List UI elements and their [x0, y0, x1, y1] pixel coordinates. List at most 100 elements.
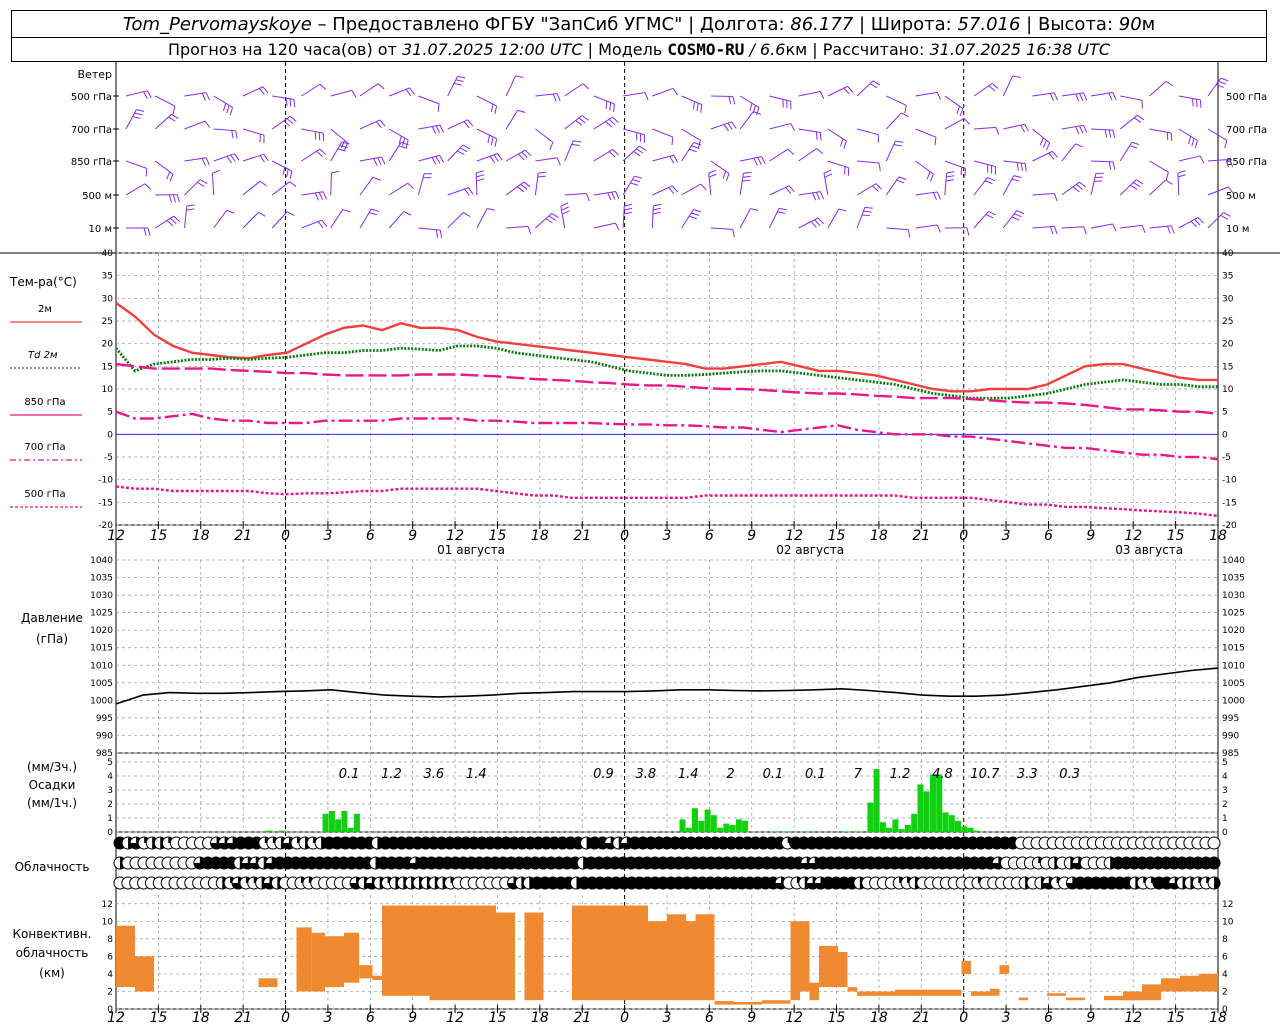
wind-barb-feather — [1187, 136, 1192, 145]
wind-barb-feather — [318, 192, 323, 200]
wind-barb-feather — [258, 88, 265, 95]
wind-barb-feather — [1079, 181, 1087, 188]
wind-barb — [798, 128, 821, 134]
pres-y-tick-right: 1030 — [1222, 591, 1245, 601]
wind-barb-feather — [1141, 225, 1146, 234]
temp-legend-label: Td 2м — [28, 350, 58, 361]
wind-barb-feather — [984, 180, 993, 185]
temp-y-tick: -20 — [98, 521, 113, 531]
wind-barb-feather — [945, 179, 954, 182]
wind-barb-feather — [143, 227, 147, 236]
wind-level-label-right: 500 гПа — [1226, 92, 1267, 103]
wind-barb — [944, 173, 948, 196]
conv-x-tick-label: 12 — [107, 1010, 125, 1024]
alt-label: Высота: — [1037, 14, 1119, 35]
wind-barb-feather — [317, 221, 324, 229]
wind-barb — [388, 128, 409, 141]
wind-barb-feather — [186, 208, 195, 211]
wind-barb-feather — [1051, 151, 1058, 158]
wind-level-label: 500 гПа — [71, 92, 112, 103]
wind-barb — [506, 225, 529, 229]
wind-barb-feather — [817, 217, 824, 225]
conv-y-tick: 0 — [107, 1005, 113, 1015]
wind-barb-feather — [819, 91, 825, 99]
temp-x-tick-label: 6 — [366, 528, 375, 544]
wind-barb-feather — [1170, 225, 1175, 234]
wind-barb — [915, 128, 937, 138]
precip-bar — [729, 825, 736, 832]
wind-barb-feather — [1135, 179, 1144, 185]
temp-y-tick-right: 10 — [1222, 385, 1234, 395]
precip-bar — [341, 811, 348, 832]
wind-barb — [1090, 173, 1097, 196]
conv-bar — [1066, 997, 1085, 1001]
precip-bar — [710, 815, 717, 832]
wind-barb — [476, 128, 497, 140]
wind-barb-feather — [653, 203, 662, 207]
conv-bar — [857, 991, 895, 996]
wind-barb — [476, 153, 498, 162]
temp-x-tick-label: 12 — [446, 528, 464, 544]
prec-y-tick-right: 4 — [1222, 772, 1228, 782]
temp-series-dashed — [115, 362, 1219, 416]
date-label: 01 августа — [437, 543, 505, 557]
wind-barb — [681, 183, 701, 196]
wind-barb-feather — [823, 169, 832, 174]
wind-barb-feather — [342, 209, 351, 213]
wind-barb — [564, 140, 574, 162]
wind-barb-feather — [439, 124, 444, 133]
temp-x-tick-label: 21 — [234, 528, 252, 544]
wind-barb-feather — [409, 87, 415, 95]
wind-barb-feather — [373, 158, 378, 166]
conv-x-tick-label: 0 — [959, 1010, 968, 1024]
model-unit: км — [785, 40, 808, 59]
wind-barb-feather — [1197, 217, 1204, 224]
wind-barb-feather — [586, 193, 590, 202]
wind-barb — [213, 128, 236, 132]
conv-bar — [1142, 984, 1161, 1001]
wind-barb-feather — [608, 151, 616, 158]
wind-barb — [886, 95, 907, 106]
model-res: / 6.6 — [744, 40, 786, 59]
wind-barb-feather — [573, 140, 582, 143]
wind-barb — [710, 227, 733, 230]
wind-barb-feather — [286, 211, 295, 216]
wind-barb-feather — [226, 156, 232, 164]
temp-x-tick-label: 18 — [192, 528, 210, 544]
wind-barb-feather — [286, 169, 289, 178]
wind-barb — [623, 92, 645, 97]
wind-barb-feather — [403, 211, 412, 216]
wind-barb — [710, 95, 733, 98]
wind-barb-feather — [956, 106, 961, 114]
conv-bar — [999, 965, 1009, 974]
wind-barb-feather — [725, 173, 730, 182]
header-sep: | — [582, 40, 599, 59]
wind-barb — [856, 183, 877, 196]
conv-bar — [429, 905, 496, 1001]
wind-barb — [301, 148, 321, 162]
wind-barb — [271, 181, 291, 196]
wind-barb-feather — [462, 144, 471, 150]
wind-barb-feather — [1177, 170, 1186, 174]
wind-barb-feather — [742, 175, 751, 178]
precip-bar — [936, 774, 943, 832]
wind-barb — [417, 173, 425, 196]
temp-y-tick-right: -20 — [1222, 521, 1237, 531]
wind-barb-feather — [1223, 212, 1231, 217]
temp-x-tick-label: 15 — [828, 528, 846, 544]
wind-barb-feather — [691, 212, 700, 216]
precip-bar — [842, 831, 849, 832]
wind-barb-feather — [259, 180, 267, 187]
precip-3h-total: 3.8 — [635, 767, 656, 782]
wind-barb-feather — [728, 96, 732, 105]
wind-barb — [1003, 160, 1026, 164]
precip-bar — [804, 831, 811, 832]
calc-label: Рассчитано: — [822, 40, 930, 59]
wind-barb — [769, 185, 790, 196]
wind-barb-feather — [932, 192, 937, 201]
wind-barb-feather — [322, 191, 327, 200]
wind-barb-feather — [605, 121, 612, 128]
wind-barb-feather — [1048, 152, 1055, 160]
precip-bar — [923, 791, 930, 832]
wind-barb-feather — [377, 83, 385, 90]
